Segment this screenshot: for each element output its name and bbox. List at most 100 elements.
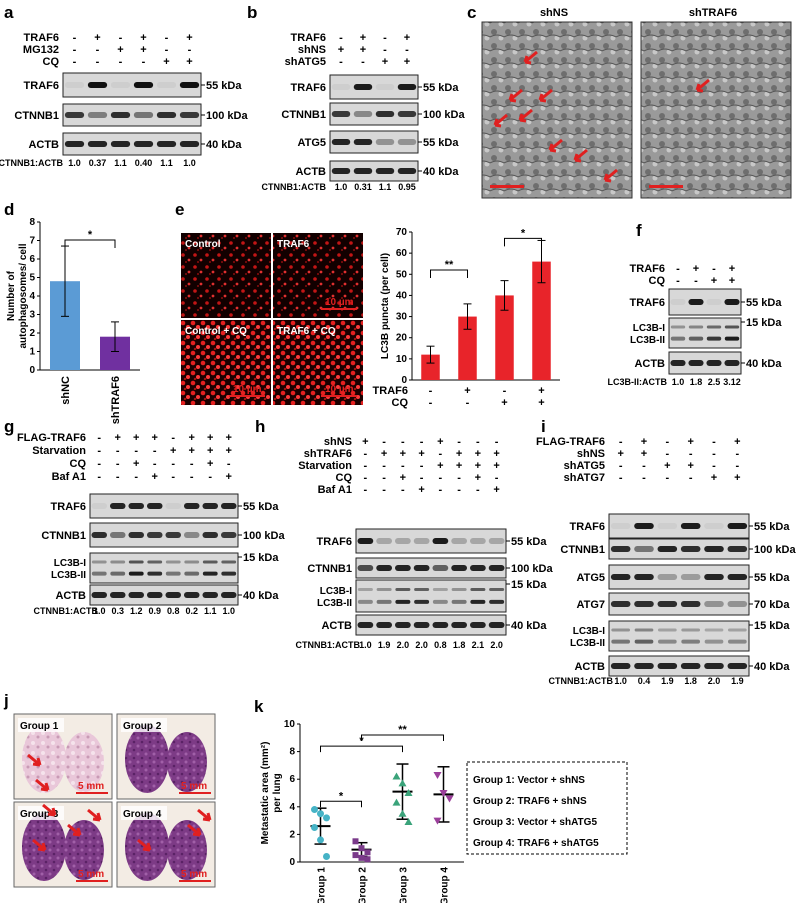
- y-axis-label: LC3B puncta (per cell): [380, 253, 391, 359]
- quantification-value: 1.1: [379, 182, 392, 192]
- western-blot-i: FLAG-TRAF6- + - + - +shNS + + - - - -shATG5- - + + - -sh…: [536, 436, 797, 686]
- treatment-sign: -: [619, 436, 623, 448]
- blot-protein-label: CTNNB1: [307, 563, 352, 575]
- y-tick-label: 3: [29, 310, 35, 321]
- blot-band: [470, 599, 486, 604]
- quantification-value: 1.8: [453, 640, 466, 650]
- blot-protein-label: ACTB: [321, 620, 352, 632]
- quantification-value: 1.0: [359, 640, 372, 650]
- treatment-sign: +: [538, 385, 544, 397]
- blot-protein-label: TRAF6: [291, 82, 326, 94]
- blot-band: [488, 622, 505, 628]
- blot-band: [147, 560, 163, 564]
- quantification-value: 1.1: [160, 158, 173, 168]
- y-tick-label: 2: [29, 328, 35, 339]
- blot-band: [658, 639, 677, 644]
- treatment-sign: +: [464, 385, 470, 397]
- blot-band: [634, 546, 654, 552]
- blot-band: [728, 628, 747, 632]
- image-title: TRAF6 + CQ: [277, 326, 336, 337]
- y-tick-label: 50: [396, 269, 408, 280]
- blot-band: [489, 599, 505, 604]
- data-point: [311, 806, 318, 814]
- treatment-label: shATG5: [285, 56, 326, 68]
- y-tick-label: 4: [29, 291, 35, 302]
- blot-membrane: [89, 552, 239, 584]
- molecular-weight-label: 55 kDa: [206, 80, 242, 92]
- blot-band: [680, 601, 701, 607]
- blot-band: [331, 111, 351, 117]
- legend-entry: Group 3: Vector + shATG5: [473, 817, 597, 828]
- quantification-label: CTNNB1:ACTB: [549, 676, 614, 686]
- blot-protein-label: TRAF6: [24, 80, 59, 92]
- data-point: [358, 854, 365, 861]
- treatment-sign: +: [693, 263, 699, 275]
- treatment-label: shATG5: [564, 460, 605, 472]
- em-images: shNS shTRAF6: [481, 7, 792, 199]
- blot-band: [727, 574, 748, 580]
- quantification-value: 2.0: [415, 640, 428, 650]
- arrow-indicator: [67, 823, 82, 837]
- significance-bracket: [64, 239, 116, 248]
- blot-band: [376, 622, 392, 628]
- blot-band: [706, 360, 722, 366]
- treatment-sign: -: [457, 472, 461, 484]
- treatment-sign: -: [339, 32, 343, 44]
- quantification-value: 1.8: [690, 377, 703, 387]
- treatment-sign: -: [665, 436, 669, 448]
- panel-label-a: a: [4, 3, 14, 22]
- blot-band: [634, 663, 654, 669]
- blot-band: [470, 588, 486, 591]
- treatment-sign: -: [694, 275, 698, 287]
- blot-band: [611, 628, 630, 632]
- legend: Group 1: Vector + shNS Group 2: TRAF6 + s…: [466, 761, 628, 855]
- blot-band: [179, 141, 200, 147]
- treatment-sign: -: [420, 460, 424, 472]
- image-title: shNS: [540, 7, 568, 19]
- treatment-sign: +: [140, 32, 146, 44]
- y-tick-label: 7: [29, 236, 35, 247]
- arrow-indicator: [27, 753, 42, 767]
- blot-band: [110, 112, 131, 118]
- quantification-label: CTNNB1:ACTB: [262, 182, 327, 192]
- blot-band: [680, 523, 701, 529]
- blot-membrane: [608, 564, 750, 590]
- treatment-sign: -: [382, 460, 386, 472]
- treatment-sign: +: [734, 472, 740, 484]
- treatment-sign: -: [712, 460, 716, 472]
- blot-band: [704, 574, 724, 580]
- data-point: [392, 772, 401, 780]
- bar: [421, 354, 440, 380]
- blot-band: [451, 599, 467, 604]
- molecular-weight-label: 40 kDa: [511, 620, 547, 632]
- arrow-indicator: [523, 50, 538, 65]
- blot-band: [395, 622, 411, 628]
- blot-band: [128, 571, 144, 576]
- treatment-sign: +: [687, 460, 693, 472]
- blot-band: [91, 571, 107, 576]
- blot-band: [165, 532, 182, 538]
- y-tick-label: 30: [396, 312, 408, 323]
- panel-label-e: e: [175, 200, 184, 219]
- quantification-label: LC3B-II:ACTB: [608, 377, 668, 387]
- blot-band: [610, 663, 631, 669]
- blot-band: [128, 503, 145, 509]
- data-point: [323, 814, 330, 822]
- quantification-value: 1.0: [68, 158, 81, 168]
- arrow-indicator: [197, 808, 212, 822]
- scale-bar: [229, 395, 265, 397]
- blot-band: [375, 168, 395, 174]
- treatment-sign: -: [116, 471, 120, 483]
- blot-band: [376, 565, 392, 571]
- molecular-weight-label: 100 kDa: [423, 109, 465, 121]
- treatment-sign: -: [712, 448, 716, 460]
- blot-band: [64, 141, 85, 147]
- treatment-sign: -: [420, 436, 424, 448]
- blot-band: [220, 503, 237, 509]
- molecular-weight-label: 55 kDa: [754, 521, 790, 533]
- treatment-sign: -: [119, 32, 123, 44]
- treatment-sign: -: [142, 56, 146, 68]
- blot-band: [657, 663, 678, 669]
- blot-band: [109, 592, 126, 598]
- blot-band: [147, 571, 163, 576]
